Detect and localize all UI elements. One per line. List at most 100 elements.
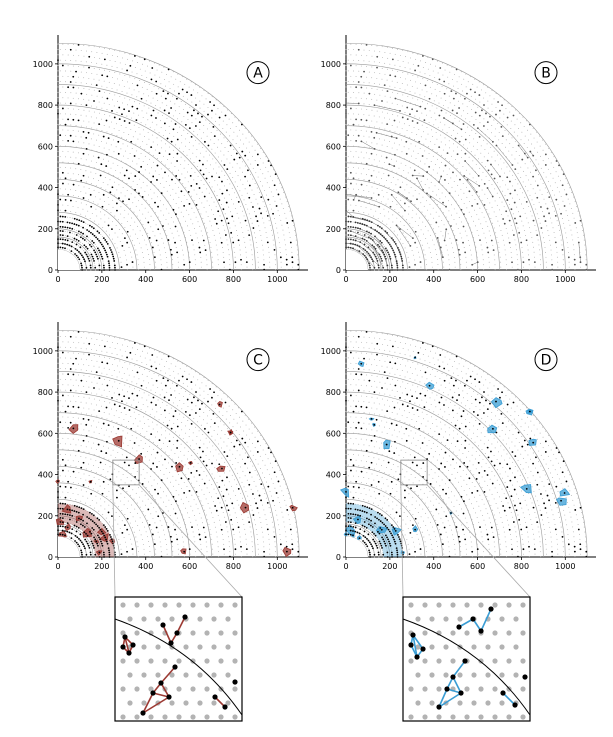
lattice-point [477,141,478,143]
lattice-point [450,242,452,244]
lattice-point [194,139,196,141]
lattice-point [420,83,422,85]
lattice-point [474,241,476,243]
lattice-point [122,57,124,59]
occupied-point [64,215,67,218]
lattice-point [100,218,102,220]
lattice-point [401,128,403,130]
lattice-point [450,177,452,179]
occupied-point [212,125,215,128]
lattice-point [373,115,375,117]
lattice-point [147,119,149,121]
occupied-point [72,183,75,186]
lattice-point [345,234,347,236]
lattice-point [114,519,116,521]
occupied-point [107,224,110,227]
lattice-point [379,127,381,129]
lattice-point [429,141,431,143]
occupied-point [195,182,198,185]
region-ring [345,178,443,271]
lattice-point [109,179,111,181]
occupied-point [363,238,366,241]
lattice-point [162,135,164,137]
lattice-point [120,548,122,550]
lattice-point [59,529,61,531]
lattice-point [444,124,446,126]
occupied-point [148,237,151,239]
occupied-point [528,258,530,261]
occupied-point [362,253,364,255]
lattice-point [297,254,299,256]
lattice-point [243,143,245,145]
lattice-point [69,523,71,525]
lattice-point [457,146,459,148]
lattice-point [524,212,526,214]
x-tick-label: 200 [382,275,397,284]
lattice-point [120,206,122,208]
lattice-point [59,145,61,147]
occupied-point [357,81,360,83]
lattice-point [359,237,361,239]
lattice-point [434,88,436,90]
occupied-point [98,249,100,252]
lattice-point [266,237,268,238]
occupied-point [385,257,387,260]
lattice-point [152,134,154,136]
lattice-point [499,117,501,119]
occupied-point [402,266,404,269]
lattice-point [381,46,383,48]
lattice-point [454,190,456,192]
lattice-point [385,179,387,181]
lattice-point [93,78,95,80]
lattice-point [187,181,189,183]
occupied-point [128,198,130,201]
lattice-point [540,264,542,266]
lattice-point [213,143,215,144]
lattice-point [96,150,98,152]
lattice-point [166,117,168,119]
occupied-point [360,183,363,186]
occupied-point [75,238,78,241]
lattice-point [347,145,349,147]
occupied-point [183,204,186,207]
lattice-point [564,227,566,229]
lattice-point [229,264,231,266]
lattice-point [426,158,428,160]
occupied-point [220,219,223,222]
lattice-point [465,86,467,88]
lattice-point [98,479,100,480]
lattice-point [247,180,248,182]
region-ring [345,84,544,271]
occupied-point [241,150,244,153]
lattice-point [254,139,256,141]
lattice-point [488,213,490,215]
lattice-point [88,176,90,178]
lattice-point [388,218,390,220]
graph-edge [472,261,478,265]
lattice-point [217,254,219,256]
occupied-point [82,226,84,229]
lattice-point [88,475,90,476]
lattice-point [108,203,110,205]
lattice-point [137,512,139,514]
lattice-point [134,67,136,68]
lattice-point [78,532,79,534]
occupied-point [376,230,378,233]
lattice-point [358,189,360,191]
lattice-point [358,92,360,94]
lattice-point [131,240,133,242]
lattice-point [443,266,445,268]
lattice-point [133,211,135,213]
lattice-point [212,261,214,263]
lattice-point [563,222,565,224]
occupied-point [199,169,202,172]
lattice-point [538,244,540,246]
occupied-point [154,201,156,204]
lattice-point [132,553,134,555]
lattice-point [147,131,149,133]
lattice-point [268,220,270,222]
lattice-point [75,114,77,116]
lattice-point [550,217,551,219]
lattice-point [428,187,430,189]
lattice-point [491,132,492,134]
